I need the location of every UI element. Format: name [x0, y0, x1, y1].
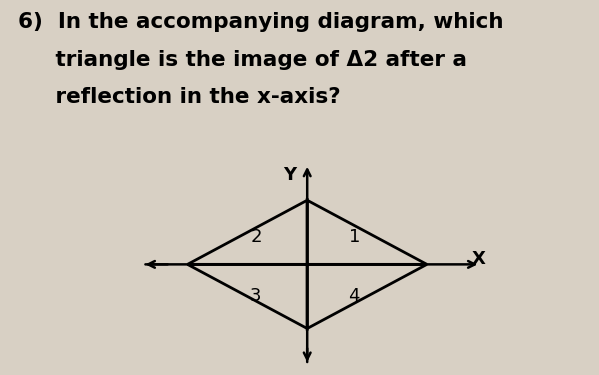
Text: X: X — [472, 250, 486, 268]
Text: 4: 4 — [349, 288, 360, 305]
Text: 2: 2 — [250, 228, 262, 246]
Text: triangle is the image of Δ2 after a: triangle is the image of Δ2 after a — [18, 50, 467, 69]
Text: 1: 1 — [349, 228, 360, 246]
Text: Y: Y — [283, 166, 297, 184]
Text: 6)  In the accompanying diagram, which: 6) In the accompanying diagram, which — [18, 12, 504, 32]
Text: reflection in the x-axis?: reflection in the x-axis? — [18, 87, 341, 108]
Text: 3: 3 — [250, 288, 262, 305]
